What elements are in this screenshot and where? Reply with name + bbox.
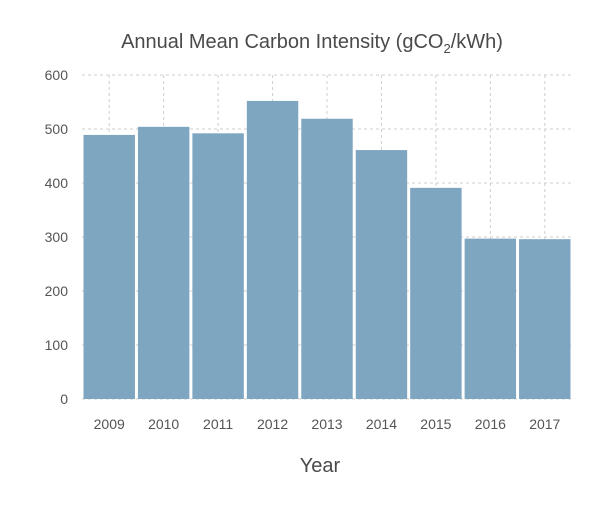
y-tick-label: 600 — [45, 67, 69, 83]
x-axis-title: Year — [300, 455, 341, 477]
chart-title-subscript: 2 — [443, 41, 450, 56]
chart-title-main: Annual Mean Carbon Intensity (gCO — [121, 31, 443, 53]
chart-title-tail: /kWh) — [451, 31, 503, 53]
bars — [83, 100, 571, 400]
bar-2010 — [137, 126, 190, 399]
chart-title: Annual Mean Carbon Intensity (gCO2/kWh) — [121, 31, 503, 56]
x-tick-label: 2013 — [311, 416, 342, 432]
x-tick-label: 2010 — [148, 416, 179, 432]
x-tick-label: 2014 — [366, 416, 397, 432]
y-tick-label: 500 — [45, 121, 69, 137]
bar-2012 — [246, 100, 299, 400]
bar-2015 — [410, 187, 462, 399]
y-tick-label: 400 — [45, 175, 69, 191]
bar-2011 — [192, 133, 244, 399]
y-tick-label: 100 — [45, 337, 69, 353]
x-tick-label: 2009 — [94, 416, 125, 432]
y-tick-label: 300 — [45, 229, 69, 245]
bar-2013 — [301, 118, 353, 400]
x-tick-label: 2016 — [475, 416, 506, 432]
bar-2016 — [464, 238, 517, 399]
x-tick-label: 2015 — [420, 416, 451, 432]
bar-2009 — [83, 134, 135, 399]
x-tick-label: 2017 — [529, 416, 560, 432]
y-tick-label: 0 — [60, 391, 68, 407]
x-axis-ticks: 2009 2010 2011 2012 2013 2014 2015 2016 2017 — [94, 416, 561, 432]
bar-2014 — [355, 150, 408, 399]
x-tick-label: 2012 — [257, 416, 288, 432]
y-axis-ticks: 0 100 200 300 400 500 600 — [45, 67, 69, 407]
x-tick-label: 2011 — [203, 416, 233, 432]
bar-2017 — [519, 239, 571, 399]
y-tick-label: 200 — [45, 283, 69, 299]
